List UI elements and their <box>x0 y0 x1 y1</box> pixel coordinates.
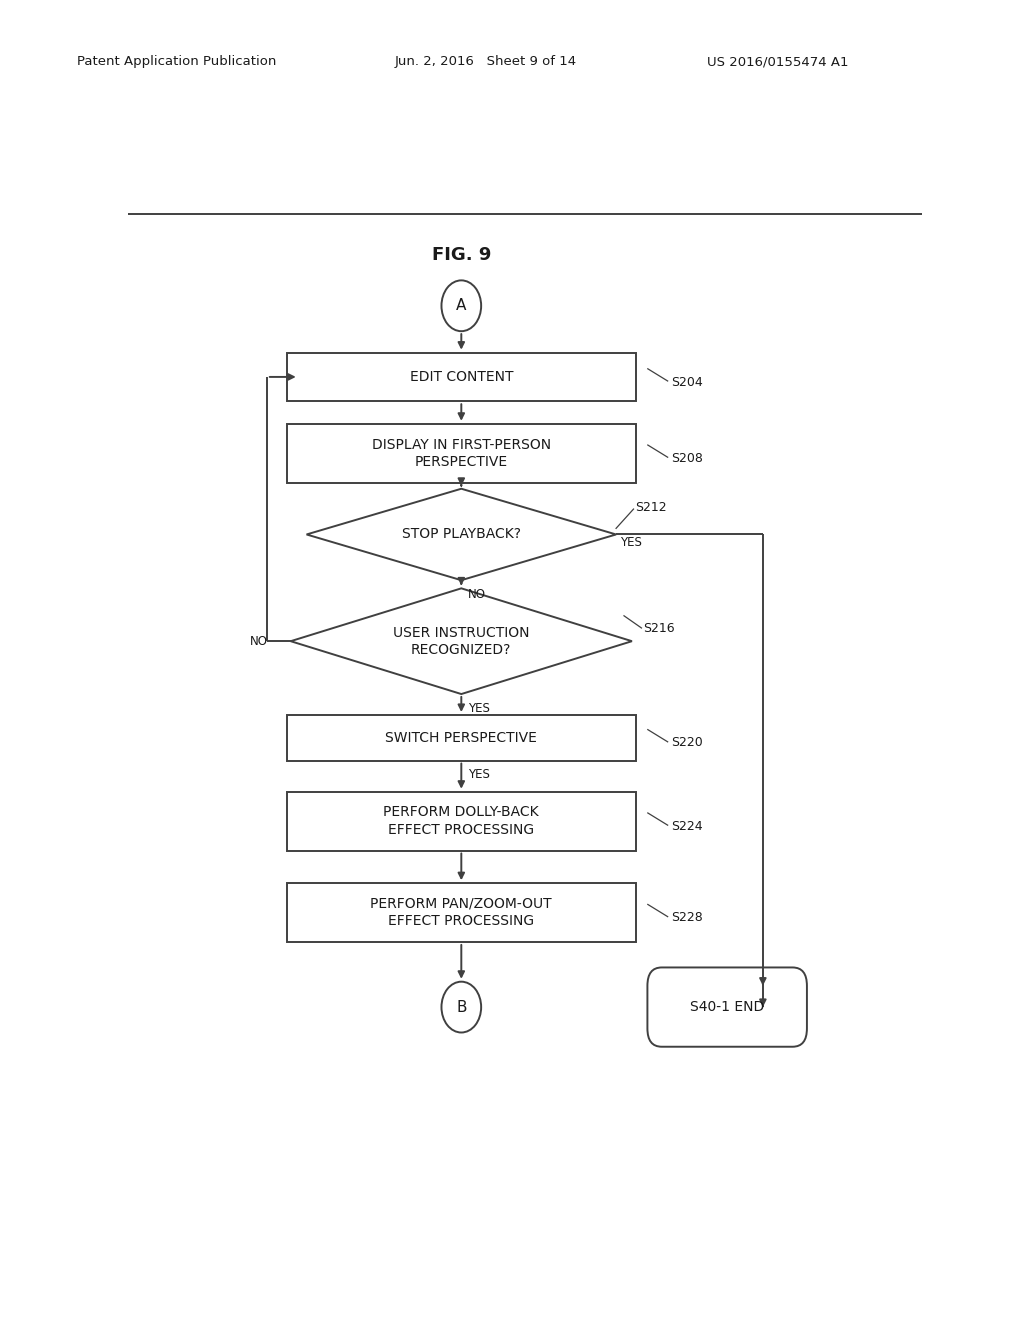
Text: S208: S208 <box>672 451 703 465</box>
Text: USER INSTRUCTION
RECOGNIZED?: USER INSTRUCTION RECOGNIZED? <box>393 626 529 657</box>
Text: Jun. 2, 2016   Sheet 9 of 14: Jun. 2, 2016 Sheet 9 of 14 <box>394 55 577 69</box>
Text: STOP PLAYBACK?: STOP PLAYBACK? <box>401 528 521 541</box>
Bar <box>287 883 636 942</box>
Text: FIG. 9: FIG. 9 <box>432 246 490 264</box>
Text: DISPLAY IN FIRST-PERSON
PERSPECTIVE: DISPLAY IN FIRST-PERSON PERSPECTIVE <box>372 437 551 469</box>
Text: S204: S204 <box>672 375 703 388</box>
Text: S224: S224 <box>672 820 703 833</box>
Bar <box>287 792 636 850</box>
Text: PERFORM PAN/ZOOM-OUT
EFFECT PROCESSING: PERFORM PAN/ZOOM-OUT EFFECT PROCESSING <box>371 896 552 928</box>
Text: US 2016/0155474 A1: US 2016/0155474 A1 <box>707 55 848 69</box>
Text: B: B <box>456 999 467 1015</box>
Text: S228: S228 <box>672 911 703 924</box>
Text: NO: NO <box>250 635 267 648</box>
Bar <box>287 715 636 760</box>
Bar <box>287 352 636 401</box>
Text: S40-1 END: S40-1 END <box>690 1001 764 1014</box>
Text: S220: S220 <box>672 737 703 750</box>
Text: S212: S212 <box>635 500 667 513</box>
Text: S216: S216 <box>643 623 675 635</box>
Text: YES: YES <box>468 702 489 714</box>
Text: SWITCH PERSPECTIVE: SWITCH PERSPECTIVE <box>385 731 538 744</box>
Text: EDIT CONTENT: EDIT CONTENT <box>410 370 513 384</box>
Text: A: A <box>456 298 467 313</box>
Text: YES: YES <box>620 536 642 549</box>
Bar <box>287 424 636 483</box>
Text: YES: YES <box>468 768 489 781</box>
Text: PERFORM DOLLY-BACK
EFFECT PROCESSING: PERFORM DOLLY-BACK EFFECT PROCESSING <box>384 805 539 837</box>
Text: Patent Application Publication: Patent Application Publication <box>77 55 276 69</box>
Text: NO: NO <box>468 587 485 601</box>
